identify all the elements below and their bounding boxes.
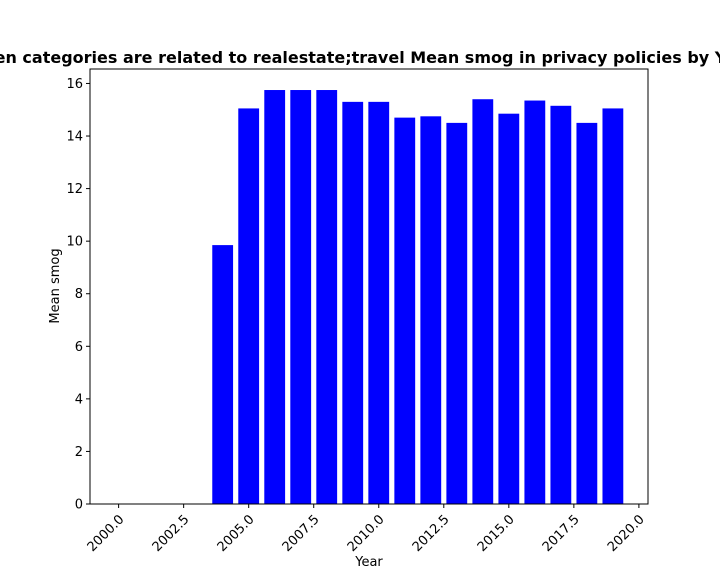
y-tick-label: 14 [66,130,83,145]
y-tick-label: 4 [75,392,83,407]
x-tick-label: 2005.0 [215,512,258,555]
y-axis-label: Mean smog [48,248,63,323]
bar-2005 [238,108,260,505]
y-axis: 0 2 4 6 8 10 12 14 16 [66,77,90,513]
bar-2019 [602,108,624,505]
x-tick-label: 2012.5 [410,512,453,555]
x-tick-label: 2007.5 [280,512,323,555]
bar-2010 [368,101,390,505]
bar-2018 [576,122,598,504]
x-tick-label: 2015.0 [475,512,518,555]
bar-2009 [342,101,364,505]
y-tick-label: 12 [66,182,83,197]
x-tick-label: 2000.0 [85,512,128,555]
y-tick-label: 2 [75,445,83,460]
x-tick-label: 2017.5 [540,512,583,555]
y-tick-label: 0 [75,498,83,513]
x-axis-label: Year [354,555,383,570]
bar-2015 [498,113,520,505]
bar-2008 [316,90,338,504]
bar-2014 [472,99,494,504]
x-tick-label: 2020.0 [605,512,648,555]
bar-2011 [394,117,416,505]
bar-2006 [264,90,286,504]
bars [212,90,624,505]
bar-2004 [212,245,234,504]
bar-2012 [420,116,442,504]
bar-2007 [290,90,312,504]
y-tick-label: 8 [75,287,83,302]
bar-2013 [446,122,468,504]
y-tick-label: 6 [75,340,83,355]
bar-2016 [524,100,546,505]
chart-title: When categories are related to realestat… [0,48,720,67]
plot-frame [89,68,649,505]
y-tick-label: 16 [66,77,83,92]
y-tick-label: 10 [66,235,83,250]
x-axis: 2000.0 2002.5 2005.0 2007.5 2010.0 2012.5 2015… [85,504,648,555]
x-tick-label: 2010.0 [345,512,388,555]
bar-2017 [550,105,572,505]
x-tick-label: 2002.5 [150,512,193,555]
